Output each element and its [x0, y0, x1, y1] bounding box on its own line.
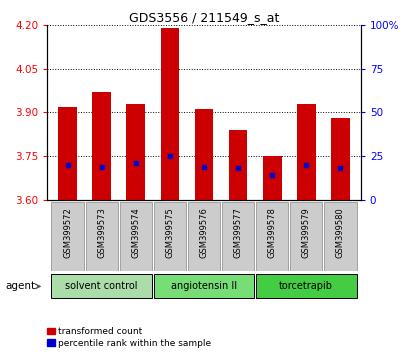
Text: GSM399573: GSM399573 [97, 207, 106, 258]
Legend: transformed count, percentile rank within the sample: transformed count, percentile rank withi… [45, 326, 213, 349]
Text: GSM399572: GSM399572 [63, 207, 72, 258]
Bar [296, 104, 315, 200]
Text: GSM399574: GSM399574 [131, 207, 140, 258]
Bar [126, 104, 145, 200]
Bar [262, 156, 281, 200]
Bar [324, 202, 356, 271]
Bar [58, 107, 77, 200]
Bar [51, 274, 152, 298]
Text: GSM399577: GSM399577 [233, 207, 242, 258]
Bar [51, 202, 83, 271]
Text: GSM399580: GSM399580 [335, 207, 344, 258]
Bar [119, 202, 152, 271]
Text: GSM399579: GSM399579 [301, 207, 310, 258]
Bar [221, 202, 254, 271]
Bar [187, 202, 220, 271]
Bar [255, 274, 356, 298]
Text: angiotensin II: angiotensin II [171, 281, 236, 291]
Text: GSM399578: GSM399578 [267, 207, 276, 258]
Bar [153, 202, 186, 271]
Bar [92, 92, 111, 200]
Text: torcetrapib: torcetrapib [279, 281, 333, 291]
Bar [153, 274, 254, 298]
Text: agent: agent [5, 281, 35, 291]
Bar [228, 130, 247, 200]
Title: GDS3556 / 211549_s_at: GDS3556 / 211549_s_at [128, 11, 279, 24]
Text: GSM399575: GSM399575 [165, 207, 174, 258]
Bar [85, 202, 118, 271]
Bar [194, 109, 213, 200]
Bar [160, 28, 179, 200]
Text: solvent control: solvent control [65, 281, 137, 291]
Bar [289, 202, 321, 271]
Bar [255, 202, 288, 271]
Bar [330, 118, 349, 200]
Text: GSM399576: GSM399576 [199, 207, 208, 258]
